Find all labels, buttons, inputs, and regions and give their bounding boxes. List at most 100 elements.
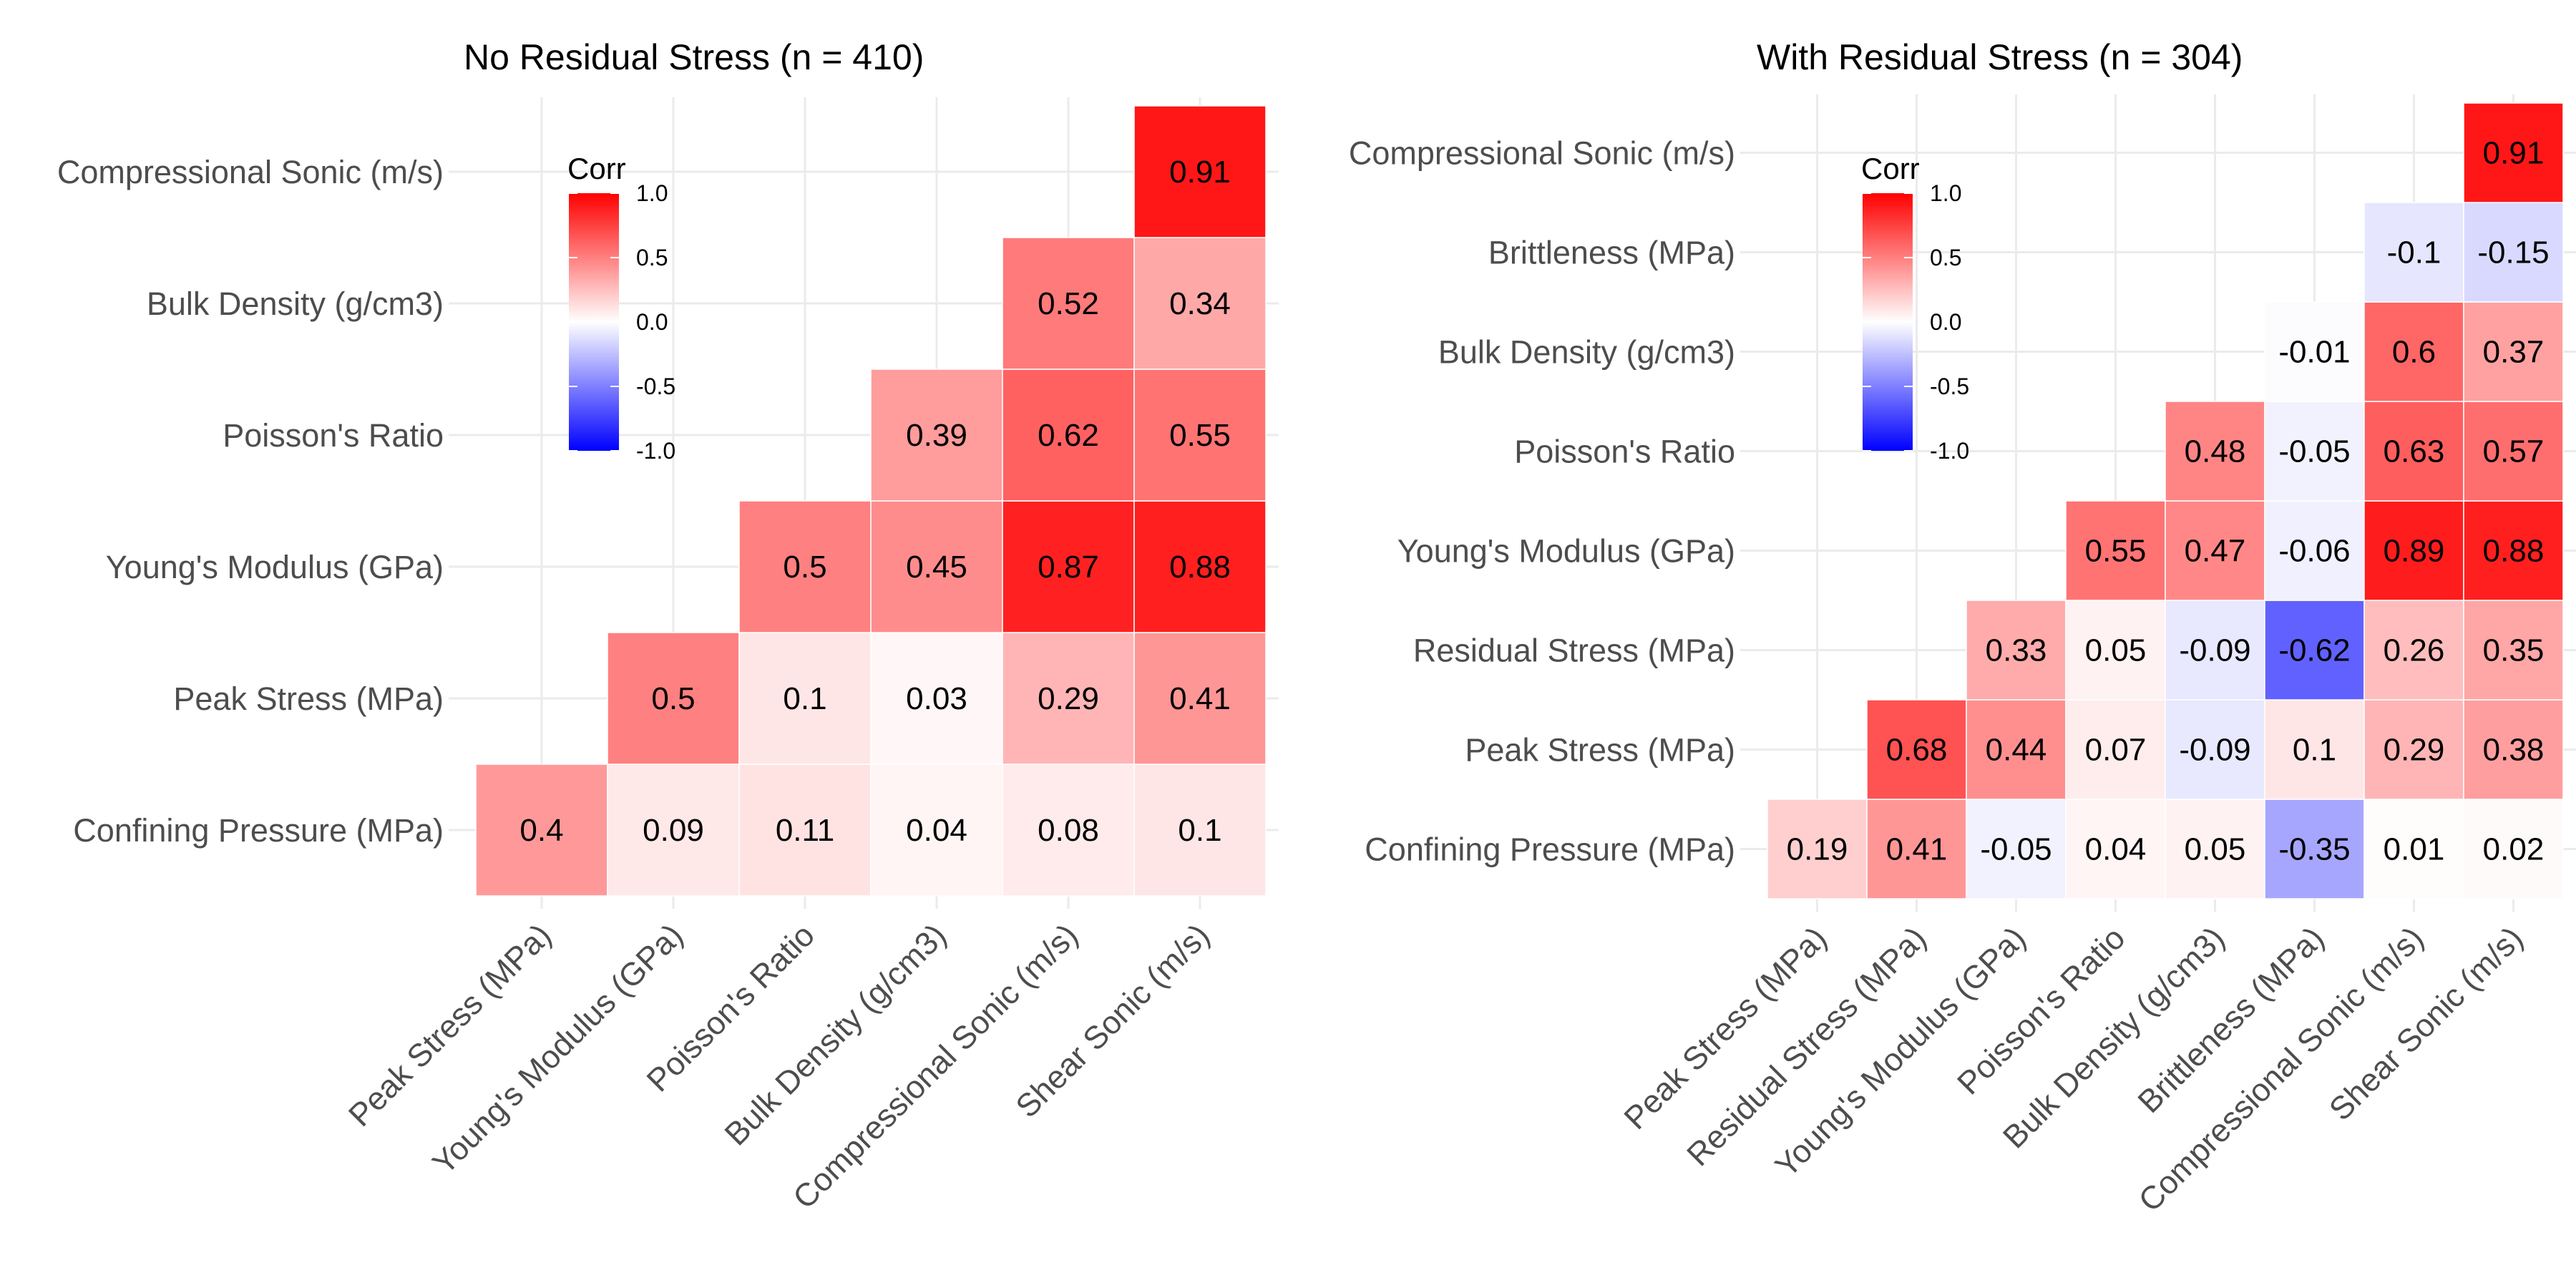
- heatmap-cell: [1133, 105, 1267, 238]
- cell-value-label: 0.05: [2185, 832, 2246, 867]
- cell-value-label: 0.63: [2384, 434, 2445, 469]
- cell-value-label: 0.41: [1169, 681, 1231, 716]
- cell-value-label: 0.4: [519, 813, 563, 848]
- legend-tick-label: -0.5: [1930, 374, 1969, 399]
- heatmap-cell: [2363, 401, 2464, 502]
- legend-tick-label: -1.0: [636, 438, 675, 464]
- cell-value-label: 0.45: [906, 550, 967, 585]
- cell-value-label: 0.39: [906, 418, 967, 453]
- y-axis-labels: Confining Pressure (MPa) Peak Stress (MPa…: [1349, 135, 1735, 868]
- heatmap-cell: [870, 500, 1003, 633]
- heatmap-cell: [2363, 202, 2464, 303]
- heatmap-cell: [2165, 699, 2265, 800]
- heatmap-cell: [2463, 799, 2564, 899]
- x-tick-label-bulk-density-g-cm3: Bulk Density (g/cm3): [717, 917, 953, 1153]
- heatmap-panel-no-residual-stress: No Residual Stress (n = 410) 0.4 0.09 0.11…: [57, 37, 1279, 1216]
- cell-value-label: 0.29: [1038, 681, 1099, 716]
- heatmap-cell: [2264, 301, 2365, 402]
- x-tick-label-brittleness-mpa: Brittleness (MPa): [2130, 919, 2331, 1120]
- heatmap-cell: [2065, 500, 2166, 601]
- heatmap-cell: [2165, 401, 2265, 502]
- legend-tick-label: 0.5: [636, 245, 668, 270]
- heatmap-cell: [2463, 102, 2564, 203]
- cell-value-label: 0.35: [2483, 633, 2545, 668]
- x-tick-label-poisson-s-ratio: Poisson's Ratio: [1950, 919, 2132, 1101]
- cell-value-label: 0.88: [1169, 550, 1231, 585]
- legend-title: Corr: [1861, 152, 1920, 185]
- cell-value-label: 0.91: [1169, 155, 1231, 190]
- legend-tick-label: 1.0: [1930, 180, 1961, 206]
- x-axis-labels: Peak Stress (MPa)Residual Stress (MPa)Yo…: [1616, 919, 2529, 1219]
- cell-value-label: -0.01: [2278, 335, 2350, 370]
- legend: Corr 1.0 0.5 0.0 -0.5 -1.0: [1861, 152, 1969, 464]
- cell-value-label: 0.33: [1986, 633, 2047, 668]
- heatmap-cells: 0.19 0.41 -0.05 0.04 0.05 -0.35 0.01 0.02 0.68 0.…: [1767, 102, 2564, 899]
- y-tick-label-confining-pressure-mpa: Confining Pressure (MPa): [1365, 831, 1735, 868]
- y-tick-label-residual-stress-mpa: Residual Stress (MPa): [1413, 633, 1735, 669]
- cell-value-label: -0.35: [2278, 832, 2350, 867]
- chart-title: No Residual Stress (n = 410): [464, 37, 924, 77]
- legend-tick-label: 1.0: [636, 180, 668, 206]
- cell-value-label: 0.26: [2384, 633, 2445, 668]
- y-tick-label-compressional-sonic-m-s: Compressional Sonic (m/s): [57, 154, 444, 190]
- legend: Corr 1.0 0.5 0.0 -0.5 -1.0: [567, 152, 675, 464]
- cell-value-label: 0.08: [1038, 813, 1099, 848]
- cell-value-label: 0.04: [2085, 832, 2147, 867]
- cell-value-label: 0.02: [2483, 832, 2545, 867]
- cell-value-label: 0.68: [1886, 733, 1948, 768]
- heatmap-cell: [2264, 799, 2365, 899]
- cell-value-label: -0.09: [2179, 733, 2250, 768]
- cell-value-label: 0.1: [2293, 733, 2336, 768]
- x-tick-label-young-s-modulus-gpa: Young's Modulus (GPa): [425, 917, 690, 1181]
- cell-value-label: 0.52: [1038, 286, 1099, 321]
- cell-value-label: 0.88: [2483, 534, 2545, 569]
- legend-title: Corr: [567, 152, 626, 185]
- heatmap-cell: [1002, 632, 1135, 765]
- heatmap-cell: [2065, 799, 2166, 899]
- heatmap-cell: [1767, 799, 1868, 899]
- heatmap-cell: [2463, 301, 2564, 402]
- cell-value-label: 0.09: [643, 813, 704, 848]
- legend-tick-label: 0.0: [636, 309, 668, 335]
- y-tick-label-bulk-density-g-cm3: Bulk Density (g/cm3): [147, 286, 444, 322]
- heatmap-cell: [2363, 699, 2464, 800]
- heatmap-cell: [1133, 369, 1267, 502]
- heatmap-cell: [1133, 763, 1267, 897]
- cell-value-label: 0.89: [2384, 534, 2445, 569]
- cell-value-label: 0.05: [2085, 633, 2147, 668]
- heatmap-cell: [2264, 500, 2365, 601]
- y-tick-label-peak-stress-mpa: Peak Stress (MPa): [173, 680, 444, 717]
- cell-value-label: -0.05: [1980, 832, 2051, 867]
- heatmap-cell: [1002, 500, 1135, 633]
- x-tick-label-shear-sonic-m-s: Shear Sonic (m/s): [2322, 919, 2530, 1128]
- heatmap-cell: [2363, 301, 2464, 402]
- heatmap-cell: [2264, 401, 2365, 502]
- legend-tick-label: 0.5: [1930, 245, 1961, 270]
- heatmap-cell: [2463, 401, 2564, 502]
- cell-value-label: 0.87: [1038, 550, 1099, 585]
- cell-value-label: 0.55: [1169, 418, 1231, 453]
- cell-value-label: 0.04: [906, 813, 967, 848]
- heatmap-cells: 0.4 0.09 0.11 0.04 0.08 0.1 0.5 0.1 0.03 0.29 0.41…: [475, 105, 1267, 897]
- y-tick-label-bulk-density-g-cm3: Bulk Density (g/cm3): [1438, 334, 1735, 371]
- y-tick-label-confining-pressure-mpa: Confining Pressure (MPa): [73, 812, 444, 849]
- cell-value-label: 0.5: [651, 681, 695, 716]
- cell-value-label: 0.91: [2483, 136, 2545, 171]
- heatmap-cell: [2363, 799, 2464, 899]
- heatmap-cell: [475, 763, 608, 897]
- chart-title: With Residual Stress (n = 304): [1757, 37, 2243, 77]
- heatmap-cell: [2363, 600, 2464, 701]
- heatmap-cell: [2065, 600, 2166, 701]
- cell-value-label: 0.07: [2085, 733, 2147, 768]
- y-tick-label-poisson-s-ratio: Poisson's Ratio: [223, 417, 444, 454]
- heatmap-cell: [2165, 799, 2265, 899]
- heatmap-cell: [2463, 500, 2564, 601]
- x-tick-label-compressional-sonic-m-s: Compressional Sonic (m/s): [786, 917, 1085, 1216]
- heatmap-cell: [1002, 237, 1135, 370]
- y-axis-labels: Confining Pressure (MPa) Peak Stress (MPa…: [57, 154, 444, 849]
- y-tick-label-poisson-s-ratio: Poisson's Ratio: [1514, 434, 1735, 470]
- heatmap-cell: [1133, 632, 1267, 765]
- heatmap-cell: [738, 632, 872, 765]
- heatmap-cell: [2264, 600, 2365, 701]
